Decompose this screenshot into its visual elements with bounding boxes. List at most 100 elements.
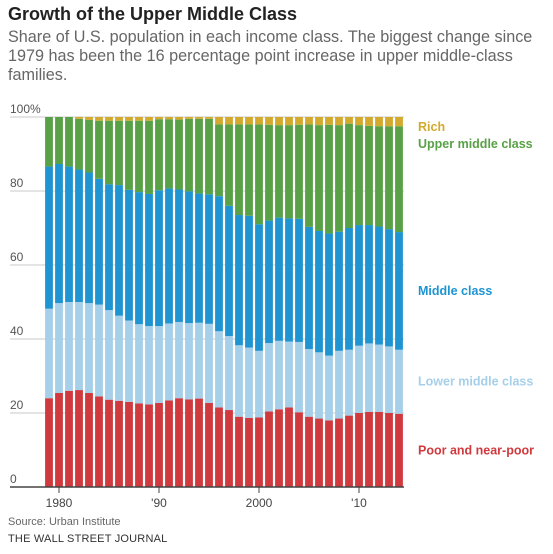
- bar-segment-rich: [395, 117, 403, 127]
- bar-segment-lower-middle: [195, 322, 203, 399]
- bar-segment-poor: [115, 400, 123, 487]
- bar-segment-poor: [275, 409, 283, 487]
- bar-segment-rich: [235, 117, 243, 125]
- bar-segment-lower-middle: [55, 303, 63, 394]
- bar-segment-upper-middle: [75, 118, 83, 170]
- bar-segment-rich: [105, 117, 113, 121]
- bar-segment-upper-middle: [175, 119, 183, 190]
- bar-segment-rich: [245, 117, 253, 125]
- bar-segment-rich: [155, 117, 163, 120]
- chart-subtitle: Share of U.S. population in each income …: [8, 28, 533, 84]
- bar-segment-poor: [225, 410, 233, 487]
- legend-label-poor: Poor and near-poor: [418, 443, 534, 457]
- bar-segment-upper-middle: [165, 119, 173, 189]
- bar-segment-lower-middle: [155, 326, 163, 404]
- bar-segment-middle: [165, 188, 173, 324]
- x-tick-label: 2000: [246, 496, 273, 510]
- bar-segment-rich: [265, 117, 273, 125]
- bar-segment-rich: [165, 117, 173, 120]
- bar-segment-upper-middle: [105, 120, 113, 185]
- bar-segment-lower-middle: [365, 343, 373, 412]
- bar-segment-poor: [155, 403, 163, 487]
- bar-segment-upper-middle: [335, 125, 343, 232]
- bar-segment-poor: [65, 390, 73, 487]
- bar-segment-lower-middle: [215, 331, 223, 408]
- bar-segment-poor: [145, 404, 153, 487]
- bar-segment-poor: [315, 418, 323, 487]
- bar-segment-upper-middle: [195, 118, 203, 194]
- bar-segment-lower-middle: [355, 345, 363, 413]
- bar-segment-lower-middle: [175, 321, 183, 399]
- bar-segment-middle: [245, 215, 253, 348]
- bar-segment-rich: [255, 117, 263, 125]
- bar-segment-lower-middle: [85, 303, 93, 394]
- bar-segment-lower-middle: [375, 344, 383, 412]
- bar-segment-upper-middle: [375, 126, 383, 227]
- bar-segment-middle: [215, 196, 223, 332]
- bar-segment-upper-middle: [395, 126, 403, 233]
- bar-segment-middle: [105, 184, 113, 311]
- source-note: Source: Urban Institute: [8, 516, 121, 528]
- bar-segment-middle: [325, 233, 333, 356]
- bar-segment-lower-middle: [95, 304, 103, 397]
- bar-segment-middle: [265, 220, 273, 344]
- bar-segment-middle: [335, 231, 343, 351]
- bar-segment-lower-middle: [105, 310, 113, 400]
- bar-segment-rich: [375, 117, 383, 127]
- bar-segment-middle: [175, 189, 183, 322]
- bar-segment-middle: [45, 166, 53, 309]
- bar-segment-poor: [185, 399, 193, 487]
- bar-segment-upper-middle: [55, 117, 63, 164]
- bar-segment-middle: [115, 185, 123, 316]
- bar-segment-middle: [225, 205, 233, 337]
- bar-segment-lower-middle: [325, 355, 333, 421]
- bar-segment-rich: [295, 117, 303, 125]
- x-tick-label: 1980: [46, 496, 73, 510]
- bar-segment-rich: [355, 117, 363, 126]
- bar-segment-poor: [365, 411, 373, 487]
- bar-segment-rich: [175, 117, 183, 120]
- legend-label-middle: Middle class: [418, 284, 492, 298]
- bar-segment-lower-middle: [145, 326, 153, 405]
- bar-segment-poor: [325, 420, 333, 487]
- bar-segment-upper-middle: [295, 124, 303, 219]
- bar-segment-poor: [215, 407, 223, 487]
- bar-segment-middle: [355, 225, 363, 346]
- bar-segment-upper-middle: [215, 124, 223, 197]
- bar-segment-rich: [315, 117, 323, 126]
- bar-segment-poor: [75, 390, 83, 487]
- bar-segment-lower-middle: [265, 343, 273, 412]
- bar-segment-upper-middle: [205, 118, 213, 195]
- bar-segment-rich: [365, 117, 373, 126]
- bar-segment-lower-middle: [275, 340, 283, 410]
- bar-segment-upper-middle: [185, 118, 193, 192]
- bar-segment-lower-middle: [115, 315, 123, 401]
- bar-segment-middle: [135, 192, 143, 325]
- bar-segment-upper-middle: [275, 125, 283, 218]
- bar-segment-upper-middle: [135, 120, 143, 193]
- bar-segment-poor: [335, 418, 343, 487]
- bar-segment-poor: [85, 393, 93, 487]
- bar-segment-middle: [155, 190, 163, 327]
- bar-segment-poor: [165, 400, 173, 487]
- y-tick-label: 100%: [10, 102, 41, 116]
- bar-segment-rich: [225, 117, 233, 125]
- chart-title: Growth of the Upper Middle Class: [8, 4, 298, 24]
- bar-segment-poor: [45, 398, 53, 487]
- bar-segment-rich: [385, 117, 393, 127]
- bar-segment-middle: [235, 215, 243, 346]
- bar-segment-rich: [345, 117, 353, 124]
- axes: 0 20 40 60 80 100% 1980 '90 2000 '10: [10, 102, 404, 510]
- bar-segment-middle: [375, 226, 383, 345]
- bar-segment-poor: [375, 411, 383, 487]
- bar-segment-middle: [95, 178, 103, 305]
- bar-segment-middle: [315, 230, 323, 353]
- bar-segment-upper-middle: [85, 119, 93, 173]
- bar-segment-poor: [395, 413, 403, 487]
- bar-segment-poor: [205, 403, 213, 487]
- bar-segment-poor: [295, 412, 303, 487]
- bar-segment-poor: [175, 398, 183, 487]
- bar-segment-poor: [355, 413, 363, 487]
- bar-segment-poor: [235, 416, 243, 487]
- bar-segment-rich: [75, 117, 83, 119]
